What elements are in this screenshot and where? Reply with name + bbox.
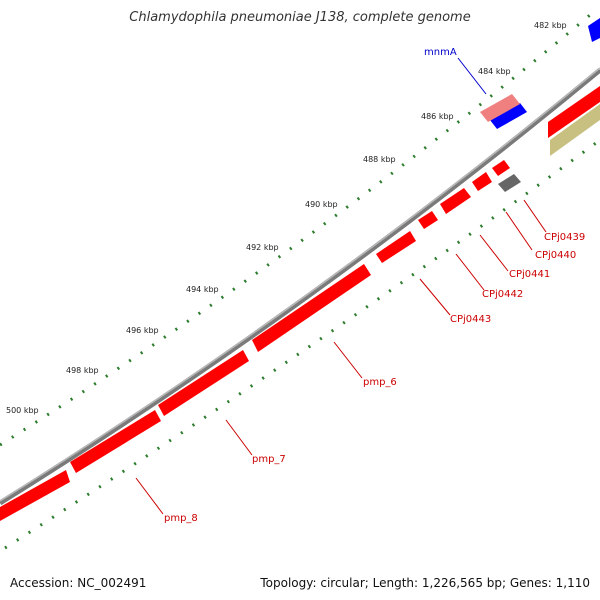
leader-CPj0439 (523, 199, 547, 233)
gene-pmp-8b[interactable] (0, 470, 70, 521)
tick-label-494: 494 kbp (186, 285, 219, 294)
leader-pmp-7 (225, 419, 253, 456)
genome-backbone (0, 68, 600, 506)
tick-label-498: 498 kbp (66, 366, 99, 375)
gene-label-mnmA[interactable]: mnmA (424, 47, 457, 58)
outer-tick-arc (0, 13, 591, 447)
tick-label-482: 482 kbp (534, 21, 567, 30)
tick-label-484: 484 kbp (478, 67, 511, 76)
gene-CPj0442[interactable] (418, 211, 438, 229)
gene-label-CPj0439[interactable]: CPj0439 (544, 232, 585, 243)
gene-label-pmp-8[interactable]: pmp_8 (164, 513, 198, 524)
gene-label-pmp-6[interactable]: pmp_6 (363, 377, 397, 388)
genome-summary-text: Topology: circular; Length: 1,226,565 bp… (260, 576, 590, 590)
gene-gray[interactable] (498, 174, 521, 192)
genome-title: Chlamydophila pneumoniae J138, complete … (129, 10, 471, 25)
gene-CPj0443[interactable] (376, 231, 416, 263)
tick-label-488: 488 kbp (363, 155, 396, 164)
leader-CPj0443 (419, 278, 451, 316)
leader-pmp-6 (333, 341, 363, 379)
gene-pmp-6[interactable] (252, 264, 371, 352)
genome-backbone-highlight (0, 67, 600, 502)
gene-label-CPj0440[interactable]: CPj0440 (535, 250, 576, 261)
tick-labels: 482 kbp 484 kbp 486 kbp 488 kbp 490 kbp … (6, 21, 567, 415)
gene-label-CPj0441[interactable]: CPj0441 (509, 269, 550, 280)
gene-pmp-7[interactable] (158, 350, 249, 416)
gene-CPj0439[interactable] (492, 160, 510, 176)
leader-CPj0442 (455, 253, 485, 291)
gene-labels: mnmA CPj0439 CPj0440 CPj0441 CPj0442 CPj… (164, 47, 585, 524)
gene-forward-top-right[interactable] (548, 86, 600, 138)
inner-tick-arc (4, 138, 600, 550)
tick-label-496: 496 kbp (126, 326, 159, 335)
gene-leader-lines (135, 57, 547, 515)
leader-CPj0441 (479, 234, 509, 272)
tick-label-492: 492 kbp (246, 243, 279, 252)
gene-mnmA[interactable] (490, 103, 527, 129)
gene-pmp-8[interactable] (70, 410, 161, 473)
gene-label-CPj0442[interactable]: CPj0442 (482, 289, 523, 300)
gene-olive[interactable] (550, 104, 600, 156)
tick-label-490: 490 kbp (305, 200, 338, 209)
gene-label-pmp-7[interactable]: pmp_7 (252, 454, 286, 465)
leader-mnmA (457, 57, 487, 95)
gene-pink[interactable] (480, 94, 520, 122)
tick-label-500: 500 kbp (6, 406, 39, 415)
tick-label-486: 486 kbp (421, 112, 454, 121)
gene-label-CPj0443[interactable]: CPj0443 (450, 314, 491, 325)
gene-CPj0440[interactable] (472, 172, 492, 191)
leader-pmp-8 (135, 477, 164, 515)
leader-CPj0440 (505, 211, 533, 251)
accession-text: Accession: NC_002491 (10, 576, 147, 590)
gene-CPj0441[interactable] (440, 188, 471, 214)
gene-blue-corner[interactable] (588, 18, 600, 42)
